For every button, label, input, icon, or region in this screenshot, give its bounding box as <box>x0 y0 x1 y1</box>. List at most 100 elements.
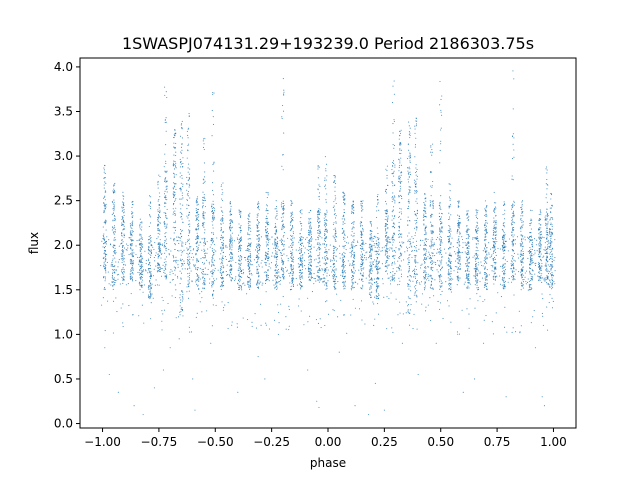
data-point <box>164 86 166 88</box>
data-point <box>392 250 394 252</box>
data-point <box>238 267 240 269</box>
data-point <box>441 212 443 214</box>
data-point <box>267 250 269 253</box>
data-point <box>300 276 302 278</box>
data-point <box>129 231 131 233</box>
data-point <box>189 266 191 268</box>
data-point <box>365 277 367 279</box>
data-point <box>335 197 337 199</box>
data-point <box>246 249 248 251</box>
data-point <box>159 217 161 219</box>
data-point <box>121 222 123 224</box>
data-point <box>187 256 189 258</box>
data-point <box>165 261 167 263</box>
data-point <box>203 197 205 199</box>
data-point <box>370 222 372 225</box>
data-point <box>408 254 410 256</box>
data-point <box>298 298 300 300</box>
data-point <box>425 310 427 312</box>
data-point <box>187 179 190 181</box>
data-point <box>265 291 267 293</box>
data-point <box>360 235 362 237</box>
data-point <box>439 162 441 164</box>
data-point <box>277 268 279 271</box>
data-point <box>387 224 389 226</box>
data-point <box>400 196 403 198</box>
data-point <box>420 281 423 283</box>
data-point <box>158 263 160 265</box>
data-point <box>416 328 418 330</box>
data-point <box>408 149 410 151</box>
data-point <box>309 224 311 226</box>
data-point <box>385 215 387 218</box>
data-point <box>181 229 183 231</box>
data-point <box>164 190 166 192</box>
data-point <box>189 197 191 199</box>
data-point <box>280 217 282 219</box>
data-point <box>430 274 432 276</box>
data-point <box>155 265 157 267</box>
data-point <box>222 265 224 267</box>
data-point <box>230 277 232 279</box>
data-point <box>408 288 410 290</box>
data-point <box>104 203 106 205</box>
data-point <box>364 254 366 256</box>
data-point <box>189 267 191 269</box>
data-point <box>131 211 133 213</box>
data-point <box>249 245 251 247</box>
data-point <box>122 204 124 206</box>
data-point <box>277 282 279 284</box>
data-point <box>179 166 182 168</box>
data-point <box>132 267 134 269</box>
data-point <box>121 201 124 203</box>
data-point <box>407 276 409 278</box>
data-point <box>220 219 222 221</box>
data-point <box>111 285 114 287</box>
data-point <box>393 120 395 122</box>
data-point <box>141 245 143 247</box>
data-point <box>165 198 167 200</box>
data-point <box>308 249 310 251</box>
data-point <box>103 261 105 263</box>
data-point <box>371 263 373 265</box>
data-point <box>140 243 142 245</box>
data-point <box>186 286 188 288</box>
data-point <box>202 270 204 273</box>
data-point <box>430 146 432 148</box>
data-point <box>308 225 310 227</box>
data-point <box>179 305 181 307</box>
data-point <box>350 252 353 254</box>
data-point <box>424 287 426 289</box>
data-point <box>162 313 164 315</box>
data-point <box>222 231 224 233</box>
data-point <box>139 226 141 228</box>
data-point <box>326 256 328 259</box>
data-point <box>414 257 416 259</box>
data-point <box>148 259 150 261</box>
data-point <box>220 246 222 248</box>
data-point <box>342 286 344 288</box>
data-point <box>432 205 434 207</box>
data-point <box>354 281 356 283</box>
data-point <box>399 152 401 154</box>
data-point <box>409 309 411 311</box>
data-point <box>407 240 409 243</box>
data-point <box>143 269 145 271</box>
data-point <box>203 280 205 282</box>
data-point <box>265 252 267 254</box>
data-point <box>251 274 253 276</box>
data-point <box>437 251 439 253</box>
data-point <box>130 260 133 262</box>
data-point <box>130 253 132 255</box>
data-point <box>290 245 292 247</box>
data-point <box>277 237 279 239</box>
data-point <box>411 250 413 252</box>
data-point <box>319 278 321 280</box>
data-point <box>353 239 355 241</box>
data-point <box>239 255 241 257</box>
data-point <box>172 213 174 215</box>
data-point <box>180 229 182 231</box>
data-point <box>353 221 355 223</box>
data-point <box>317 238 319 240</box>
data-point <box>299 263 301 265</box>
